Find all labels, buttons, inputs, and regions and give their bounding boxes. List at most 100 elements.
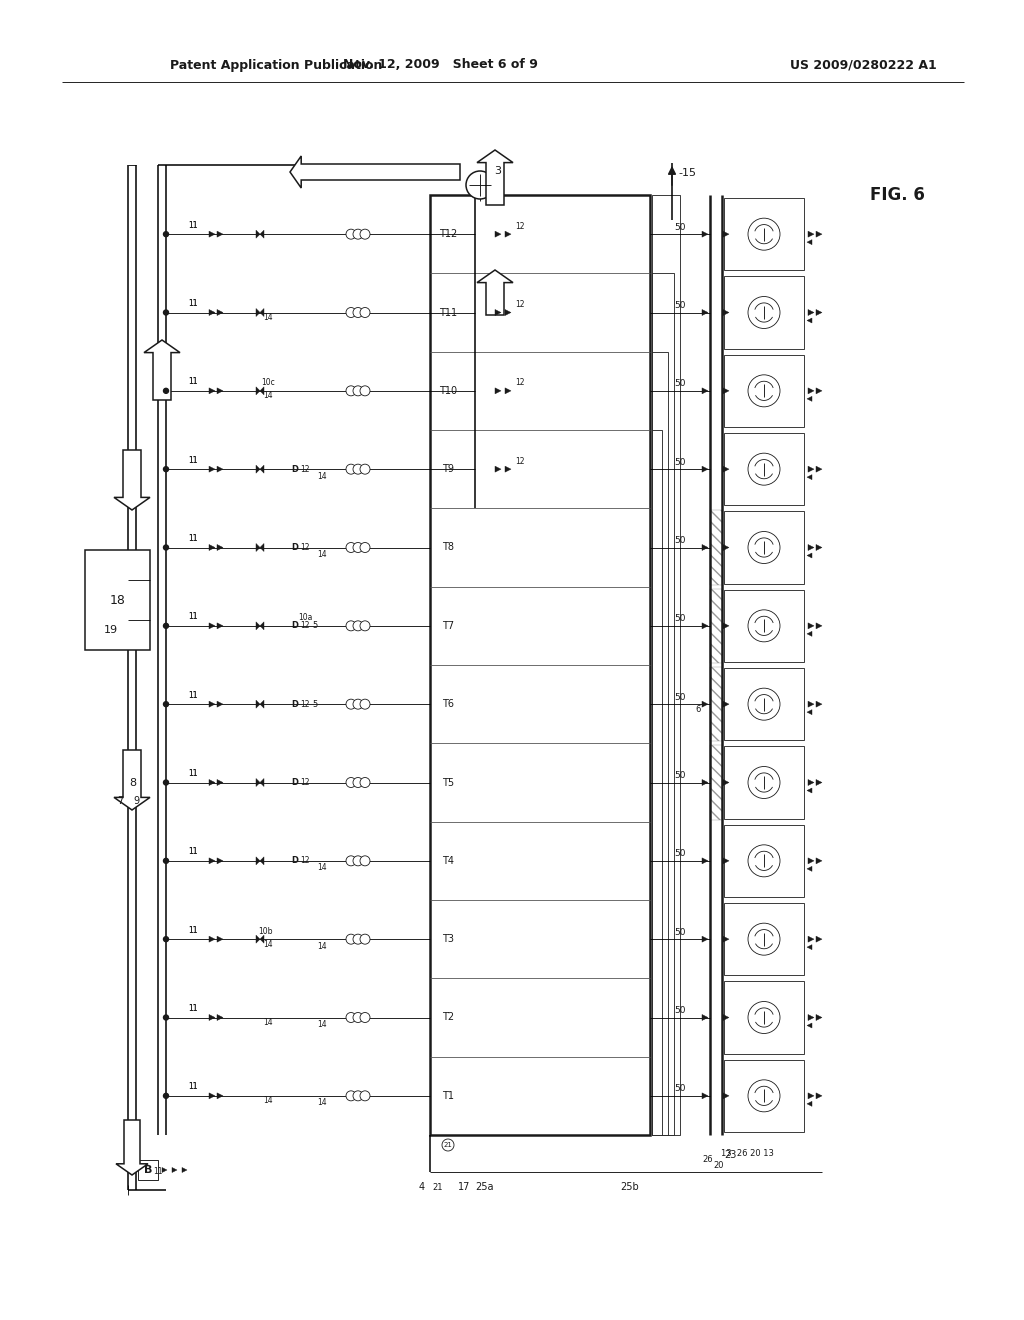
- Circle shape: [164, 702, 169, 706]
- Bar: [710, 667, 722, 742]
- Polygon shape: [808, 544, 814, 550]
- Polygon shape: [256, 857, 264, 865]
- Polygon shape: [209, 466, 215, 473]
- Text: 14: 14: [263, 1018, 272, 1027]
- Polygon shape: [702, 623, 708, 628]
- Polygon shape: [807, 945, 812, 949]
- Bar: [652, 430, 662, 1135]
- Circle shape: [346, 935, 356, 944]
- Text: 14: 14: [317, 1020, 327, 1030]
- Text: T7: T7: [442, 620, 454, 631]
- Circle shape: [164, 937, 169, 941]
- Polygon shape: [114, 750, 150, 810]
- Text: -15: -15: [678, 168, 696, 178]
- Polygon shape: [505, 231, 511, 238]
- Circle shape: [748, 1080, 780, 1111]
- Text: T1: T1: [442, 1090, 454, 1101]
- Polygon shape: [816, 1015, 822, 1020]
- Polygon shape: [723, 780, 729, 785]
- Circle shape: [164, 232, 169, 236]
- Polygon shape: [505, 388, 511, 393]
- Polygon shape: [209, 1015, 215, 1020]
- Polygon shape: [116, 1119, 148, 1175]
- Bar: [138, 1160, 158, 1180]
- Text: 8: 8: [129, 777, 136, 788]
- Polygon shape: [723, 388, 729, 393]
- Polygon shape: [209, 231, 215, 238]
- Polygon shape: [209, 544, 215, 550]
- Circle shape: [353, 385, 362, 396]
- Circle shape: [360, 620, 370, 631]
- Polygon shape: [807, 553, 812, 558]
- Text: 12: 12: [515, 457, 524, 466]
- Circle shape: [353, 308, 362, 318]
- Text: 11: 11: [188, 1005, 198, 1012]
- Text: 12: 12: [515, 222, 524, 231]
- Text: FIG. 6: FIG. 6: [870, 186, 925, 205]
- Circle shape: [353, 230, 362, 239]
- Text: 21: 21: [433, 1183, 443, 1192]
- Polygon shape: [477, 271, 513, 315]
- Polygon shape: [256, 230, 264, 238]
- Polygon shape: [702, 1093, 708, 1098]
- Text: 4: 4: [419, 1181, 425, 1192]
- Polygon shape: [816, 1093, 822, 1098]
- Text: 50: 50: [674, 1084, 686, 1093]
- Circle shape: [346, 385, 356, 396]
- Polygon shape: [209, 701, 215, 708]
- Polygon shape: [256, 622, 264, 630]
- Bar: [430, 195, 650, 1135]
- Bar: [724, 511, 804, 583]
- Text: 11: 11: [188, 1082, 198, 1092]
- Polygon shape: [217, 623, 223, 628]
- Text: 12: 12: [515, 300, 524, 309]
- Text: D: D: [292, 857, 299, 866]
- Bar: [724, 668, 804, 741]
- Polygon shape: [209, 309, 215, 315]
- Polygon shape: [256, 309, 264, 317]
- Text: 13  26 20 13: 13 26 20 13: [721, 1148, 773, 1158]
- Text: 11: 11: [188, 455, 198, 465]
- Text: 14: 14: [317, 550, 327, 558]
- Circle shape: [346, 700, 356, 709]
- Bar: [710, 511, 722, 585]
- Bar: [85, 550, 150, 649]
- Polygon shape: [723, 544, 729, 550]
- Polygon shape: [807, 788, 812, 793]
- Text: 50: 50: [674, 614, 686, 623]
- Polygon shape: [495, 309, 501, 315]
- Polygon shape: [808, 466, 814, 473]
- Text: D: D: [292, 543, 299, 552]
- Text: D: D: [292, 777, 299, 787]
- Polygon shape: [217, 701, 223, 708]
- Polygon shape: [816, 701, 822, 708]
- Text: T5: T5: [442, 777, 454, 788]
- Text: 11: 11: [154, 1167, 163, 1176]
- Circle shape: [748, 688, 780, 721]
- Bar: [724, 903, 804, 975]
- Circle shape: [360, 700, 370, 709]
- Polygon shape: [217, 466, 223, 473]
- Polygon shape: [217, 1015, 223, 1020]
- Polygon shape: [209, 780, 215, 785]
- Polygon shape: [808, 780, 814, 785]
- Polygon shape: [808, 1093, 814, 1098]
- Bar: [710, 746, 722, 820]
- Polygon shape: [256, 465, 264, 473]
- Polygon shape: [217, 388, 223, 393]
- Polygon shape: [816, 388, 822, 393]
- Text: 14: 14: [317, 471, 327, 480]
- Polygon shape: [256, 779, 264, 787]
- Polygon shape: [702, 388, 708, 393]
- Polygon shape: [162, 1167, 167, 1172]
- Circle shape: [748, 375, 780, 407]
- Text: 10a: 10a: [298, 614, 312, 622]
- Text: T9: T9: [442, 465, 454, 474]
- Bar: [724, 1060, 804, 1133]
- Text: 11: 11: [188, 690, 198, 700]
- Circle shape: [353, 935, 362, 944]
- Bar: [724, 825, 804, 898]
- Text: 50: 50: [674, 536, 686, 545]
- Circle shape: [748, 1002, 780, 1034]
- Text: 12: 12: [300, 700, 309, 709]
